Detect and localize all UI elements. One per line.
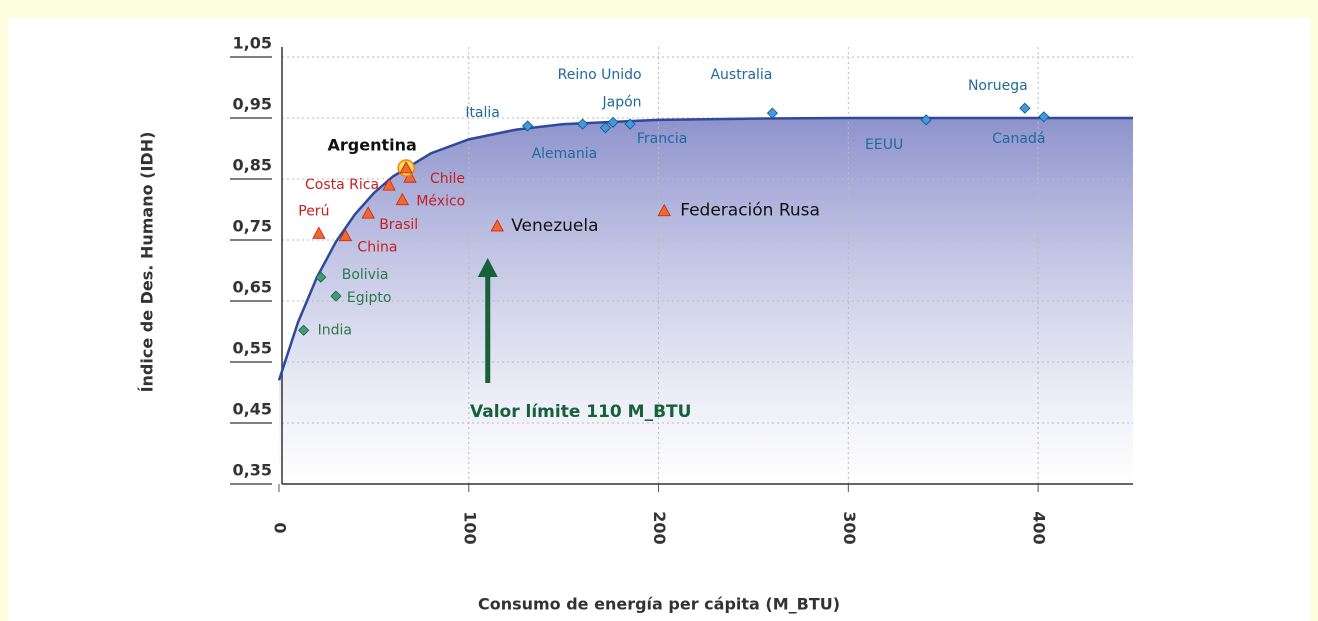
point xyxy=(395,192,410,206)
y-tick-label: 0,95 xyxy=(233,95,272,114)
point-label: Francia xyxy=(637,131,687,147)
point xyxy=(361,206,375,219)
annotation-label: Valor límite 110 M_BTU xyxy=(470,402,691,422)
point-label: Costa Rica xyxy=(305,177,379,193)
point-label: EEUU xyxy=(865,137,903,153)
point-label: Federación Rusa xyxy=(680,201,820,221)
annotation-arrowhead xyxy=(477,258,498,277)
point xyxy=(298,324,310,336)
point-label: Alemania xyxy=(532,146,598,162)
point xyxy=(1038,111,1050,123)
point-label: Canadá xyxy=(992,131,1045,147)
point xyxy=(577,118,589,130)
point-label: Reino Unido xyxy=(558,67,642,83)
point-label: México xyxy=(416,194,465,210)
y-tick-label: 0,65 xyxy=(233,278,272,297)
point-label: Argentina xyxy=(328,136,417,155)
x-tick-label: 400 xyxy=(1030,511,1049,544)
point xyxy=(315,271,327,283)
y-tick-label: 0,35 xyxy=(233,461,272,480)
point-label: Japón xyxy=(601,94,641,110)
curve-line xyxy=(277,116,1133,381)
point xyxy=(657,203,671,217)
point xyxy=(607,116,619,128)
y-tick-label: 1,05 xyxy=(233,34,272,53)
y-axis-title: Índice de Des. Humano (IDH) xyxy=(138,132,157,393)
y-tick-label: 0,85 xyxy=(233,156,272,175)
y-tick-label: 0,55 xyxy=(233,339,272,358)
point-label: Italia xyxy=(465,105,500,121)
x-tick-label: 0 xyxy=(271,522,290,533)
point xyxy=(522,120,534,132)
x-tick-label: 200 xyxy=(650,511,669,544)
point xyxy=(599,122,611,134)
point xyxy=(920,114,932,126)
point-label: China xyxy=(357,240,397,256)
point-label: Chile xyxy=(430,171,465,187)
x-tick-label: 300 xyxy=(840,511,859,544)
point-label: India xyxy=(318,322,352,338)
point-label: Bolivia xyxy=(342,267,389,283)
point-label: Venezuela xyxy=(511,216,598,236)
point-label: Brasil xyxy=(379,217,418,233)
point-label: Perú xyxy=(298,203,329,219)
point xyxy=(338,228,353,242)
point xyxy=(399,161,413,174)
point-label: Australia xyxy=(710,67,772,83)
point xyxy=(624,118,636,130)
curve-area xyxy=(279,118,1133,484)
y-tick-label: 0,45 xyxy=(233,400,272,419)
point xyxy=(312,226,326,239)
point xyxy=(330,290,342,302)
y-tick-label: 0,75 xyxy=(233,217,272,236)
x-tick-label: 100 xyxy=(460,511,479,544)
point xyxy=(382,178,396,191)
point xyxy=(1019,102,1031,114)
x-axis-title: Consumo de energía per cápita (M_BTU) xyxy=(478,595,840,614)
point xyxy=(766,107,778,119)
point-label: Noruega xyxy=(968,78,1028,94)
point-label: Egipto xyxy=(347,290,392,306)
point xyxy=(490,219,504,232)
